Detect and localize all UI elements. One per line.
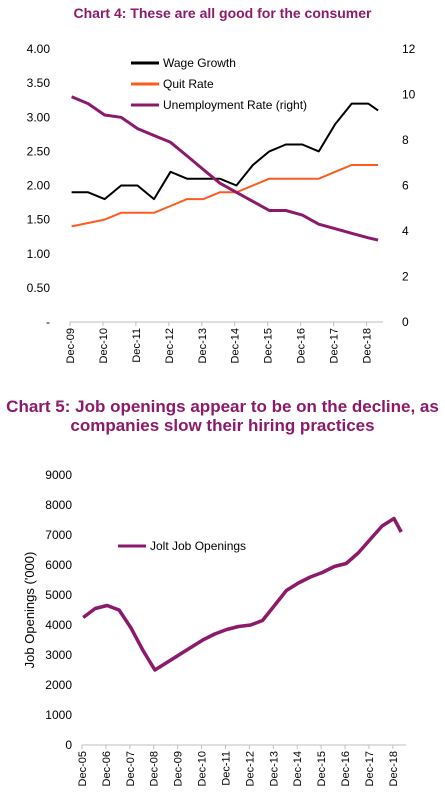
chart4-series-line: [71, 102, 379, 201]
chart5-y-axis-label: Job Openings ('000): [22, 552, 37, 669]
chart5-y-tick-label: 9000: [45, 468, 72, 482]
chart4-right-tick-label: 12: [402, 42, 416, 56]
chart4-series-line: [71, 95, 379, 242]
chart5-x-tick-label: Dec-17: [364, 751, 376, 786]
chart5-y-tick-label: 2000: [45, 678, 72, 692]
chart4-left-tick-label: 2.50: [27, 144, 51, 158]
chart5-x-tick-label: Dec-13: [268, 751, 280, 786]
chart4-legend-label: Quit Rate: [163, 77, 214, 91]
chart5-legend-label: Jolt Job Openings: [150, 539, 246, 553]
chart4-legend-label: Unemployment Rate (right): [163, 98, 307, 112]
chart4-x-tick-label: Dec-14: [230, 328, 242, 363]
chart5-y-tick-label: 7000: [45, 528, 72, 542]
chart5-series-line: [82, 516, 403, 672]
chart5-y-tick-label: 0: [65, 738, 72, 752]
chart5-x-tick-label: Dec-11: [220, 751, 232, 786]
chart5-x-tick-label: Dec-09: [173, 751, 185, 786]
chart4-x-tick-label: Dec-10: [98, 328, 110, 363]
chart4-left-tick-label: 4.00: [27, 42, 51, 56]
chart5-y-tick-label: 3000: [45, 648, 72, 662]
chart5-x-tick-label: Dec-16: [340, 751, 352, 786]
chart5-title: Chart 5: Job openings appear to be on th…: [6, 397, 439, 435]
chart4-left-tick-label: 0.50: [27, 281, 51, 295]
chart4-x-tick-label: Dec-11: [131, 328, 143, 363]
chart4-x-tick-label: Dec-15: [263, 328, 275, 363]
chart4-right-tick-label: 10: [402, 88, 416, 102]
chart4-left-tick-label: 3.00: [27, 110, 51, 124]
chart4-legend-label: Wage Growth: [163, 56, 236, 70]
chart4-left-tick-label: 3.50: [27, 76, 51, 90]
chart5-x-tick-label: Dec-12: [244, 751, 256, 786]
chart5-x-tick-label: Dec-05: [77, 751, 89, 786]
chart5-x-tick-label: Dec-15: [316, 751, 328, 786]
chart5-y-tick-label: 6000: [45, 558, 72, 572]
chart4-right-tick-label: 2: [402, 270, 409, 284]
chart4-title: Chart 4: These are all good for the cons…: [73, 5, 372, 21]
chart5-x-tick-label: Dec-14: [292, 751, 304, 786]
chart4-left-tick-label: 1.00: [27, 247, 51, 261]
chart5-y-tick-label: 8000: [45, 498, 72, 512]
chart5-x-tick-label: Dec-10: [197, 751, 209, 786]
chart4-x-tick-label: Dec-12: [164, 328, 176, 363]
chart5-x-tick-label: Dec-06: [101, 751, 113, 786]
chart4-right-tick-label: 4: [402, 224, 409, 238]
chart4-left-tick-label: 2.00: [27, 179, 51, 193]
chart5-x-tick-label: Dec-08: [149, 751, 161, 786]
chart4-left-tick-label: -: [46, 315, 50, 329]
chart4-x-tick-label: Dec-17: [329, 328, 341, 363]
chart5-x-tick-label: Dec-07: [125, 751, 137, 786]
chart4-right-tick-label: 8: [402, 133, 409, 147]
chart5-y-tick-label: 1000: [45, 708, 72, 722]
chart5-x-tick-label: Dec-18: [388, 751, 400, 786]
chart4-x-tick-label: Dec-13: [197, 328, 209, 363]
chart4-plot: 4.00 3.50 3.00 2.50 2.00 1.50 1.00 0.50 - 12 10 8 6 4…: [27, 42, 416, 363]
chart5-y-tick-label: 4000: [45, 618, 72, 632]
chart4-right-tick-label: 0: [402, 315, 409, 329]
chart4-x-tick-label: Dec-09: [65, 328, 77, 363]
chart4-left-tick-label: 1.50: [27, 213, 51, 227]
chart4-x-tick-label: Dec-16: [296, 328, 308, 363]
chart4-right-tick-label: 6: [402, 179, 409, 193]
chart4-x-tick-label: Dec-18: [362, 328, 374, 363]
chart5-y-tick-label: 5000: [45, 588, 72, 602]
